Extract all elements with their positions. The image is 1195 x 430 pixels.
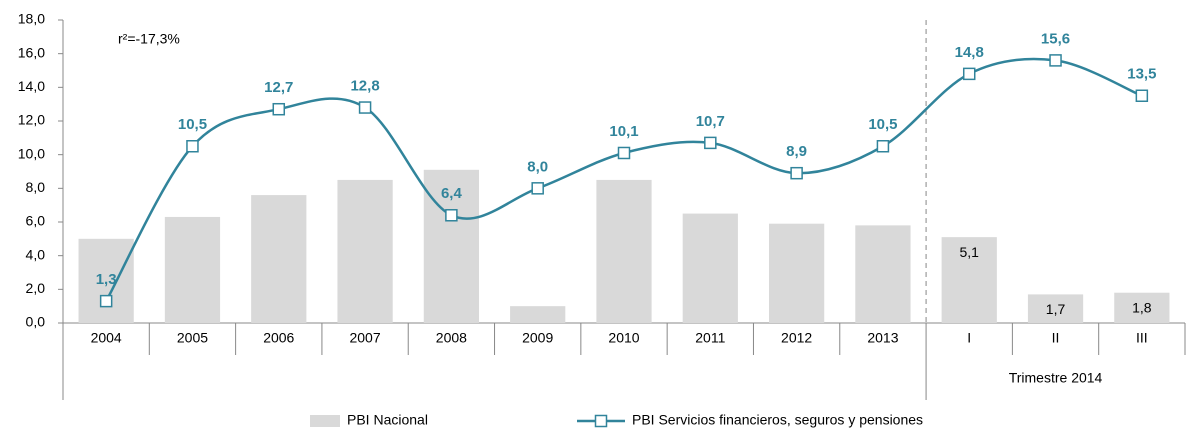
bar [596, 179, 652, 323]
annotation: r²=-17,3% [118, 31, 180, 47]
x-tick-label: 2006 [263, 330, 294, 346]
bar [1114, 292, 1170, 323]
bar [941, 237, 997, 323]
line-marker [1135, 89, 1149, 102]
y-tick-label: 6,0 [26, 213, 46, 229]
x-tick-label: 2012 [781, 330, 812, 346]
bar [251, 195, 307, 323]
line-marker [445, 209, 458, 222]
x-tick-label: 2005 [177, 330, 208, 346]
y-tick-label: 18,0 [18, 11, 45, 27]
line-marker [186, 140, 199, 153]
y-tick-label: 4,0 [26, 246, 46, 262]
line-value-label: 15,6 [1041, 30, 1070, 47]
legend-label: PBI Servicios financieros, seguros y pen… [632, 412, 923, 428]
x-tick-label: 2007 [349, 330, 380, 346]
line-value-label: 10,5 [178, 116, 207, 133]
line-value-label: 1,3 [96, 271, 117, 288]
line-value-label: 8,9 [786, 143, 807, 160]
line-value-label: 13,5 [1127, 66, 1156, 83]
bar [855, 225, 911, 323]
line-marker [876, 140, 890, 153]
x-tick-label: I [967, 330, 971, 346]
x-tick-label: 2009 [522, 330, 553, 346]
y-tick-label: 0,0 [26, 314, 46, 330]
line-marker [1049, 54, 1062, 67]
line-value-label: 12,8 [350, 78, 379, 95]
group-label: Trimestre 2014 [1009, 370, 1103, 386]
bar [768, 223, 825, 323]
bar [337, 179, 393, 323]
x-tick-label: III [1136, 330, 1148, 346]
line-value-label: 14,8 [955, 44, 984, 61]
line-value-label: 10,1 [609, 123, 638, 140]
legend-label: PBI Nacional [347, 412, 428, 428]
y-tick-label: 12,0 [18, 112, 45, 128]
bar [1027, 294, 1084, 323]
line-marker [704, 136, 717, 150]
x-tick-label: 2010 [608, 330, 639, 346]
x-tick-label: II [1052, 330, 1060, 346]
x-tick-label: 2008 [436, 330, 467, 346]
line-marker [358, 101, 372, 114]
legend-marker [594, 414, 608, 428]
x-tick-label: 2011 [695, 330, 725, 346]
bar-value-label: 1,8 [1132, 299, 1152, 315]
bar-value-label: 5,1 [959, 244, 979, 260]
line-value-label: 10,7 [696, 113, 725, 130]
y-tick-label: 16,0 [18, 44, 45, 60]
x-tick-label: 2013 [867, 330, 898, 346]
bar [682, 213, 738, 323]
legend-swatch [310, 415, 340, 427]
line-marker [962, 67, 976, 81]
line-marker [790, 166, 803, 180]
bar [510, 306, 566, 323]
bar [78, 238, 134, 323]
line-marker [99, 294, 113, 308]
y-tick-label: 10,0 [18, 145, 45, 161]
y-tick-label: 14,0 [18, 78, 45, 94]
line-value-label: 10,5 [868, 116, 897, 133]
y-tick-label: 2,0 [26, 280, 46, 296]
y-tick-label: 8,0 [26, 179, 46, 195]
line-value-label: 8,0 [527, 158, 548, 175]
bar-value-label: 1,7 [1046, 301, 1066, 317]
line-marker [617, 146, 631, 160]
x-tick-label: 2004 [91, 330, 122, 346]
line-marker [272, 102, 286, 116]
line-value-label: 12,7 [264, 79, 293, 96]
bar [423, 169, 480, 323]
line-value-label: 6,4 [441, 185, 463, 202]
bar [164, 216, 221, 323]
line-marker [531, 182, 544, 195]
